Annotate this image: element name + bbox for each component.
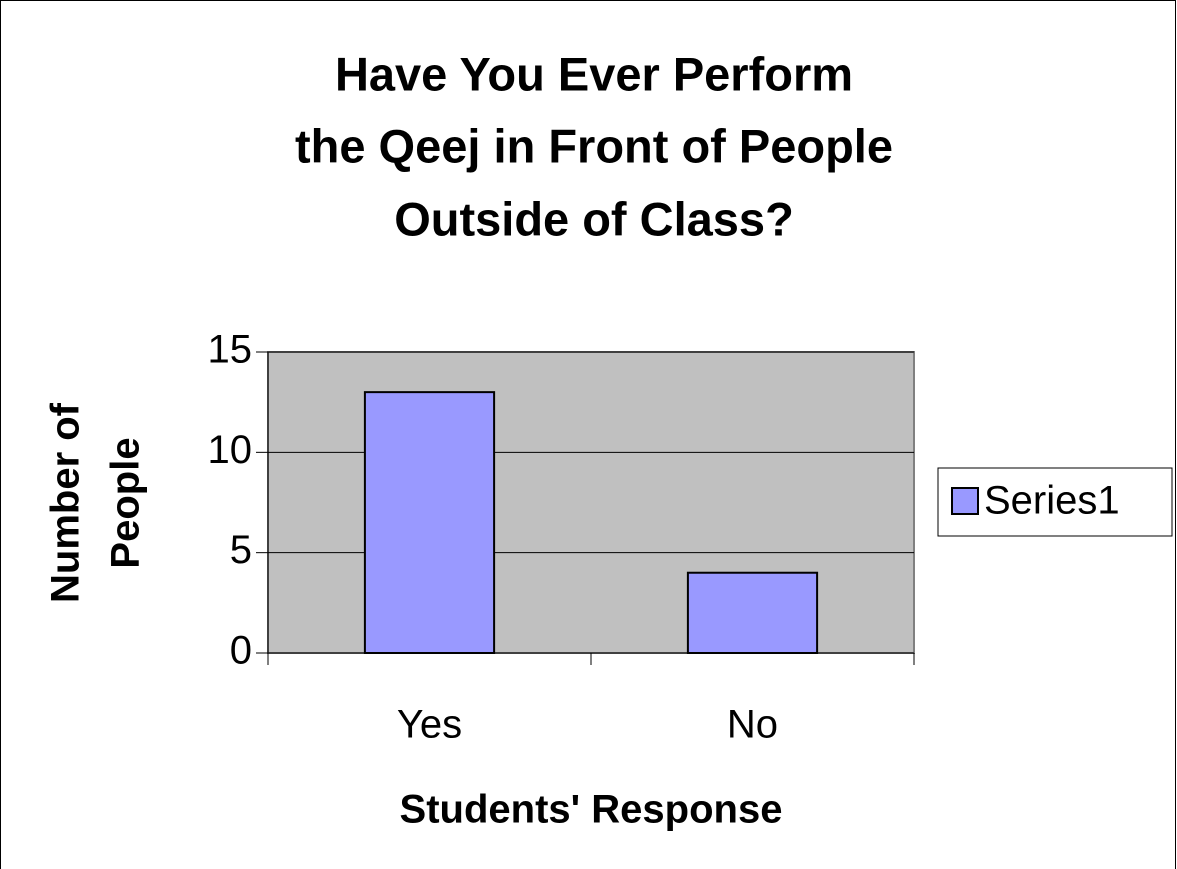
bar	[363, 391, 496, 654]
x-axis-title: Students' Response	[400, 788, 783, 832]
y-tick-label: 0	[230, 629, 252, 673]
x-tick-label: No	[727, 703, 778, 747]
chart-title: Outside of Class?	[394, 192, 794, 245]
legend-swatch	[951, 487, 979, 515]
y-tick-label: 10	[208, 428, 253, 472]
x-tick-label: Yes	[397, 703, 462, 747]
chart-title: Have You Ever Perform	[335, 47, 853, 100]
legend-label: Series1	[984, 479, 1120, 523]
bar	[686, 571, 819, 655]
chart-title: the Qeej in Front of People	[295, 119, 893, 172]
y-axis-title: Number of	[44, 402, 88, 603]
y-axis-title: People	[104, 437, 148, 568]
y-tick-label: 5	[230, 528, 252, 572]
y-tick-label: 15	[208, 328, 253, 372]
